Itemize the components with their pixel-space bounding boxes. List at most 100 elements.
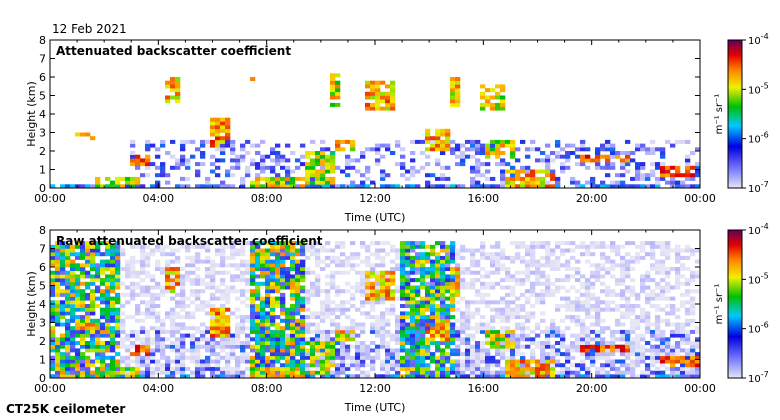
heatmap-cell	[630, 151, 636, 155]
y-tick-label: 0	[39, 182, 46, 195]
heatmap-cell	[200, 154, 206, 159]
heatmap-cell	[205, 348, 211, 353]
heatmap-cell	[195, 370, 201, 375]
heatmap-cell	[480, 91, 486, 96]
heatmap-cell	[540, 374, 546, 379]
heatmap-cell	[435, 132, 441, 137]
heatmap-cell	[215, 355, 221, 360]
heatmap-cell	[490, 344, 496, 349]
heatmap-cell	[350, 267, 356, 271]
heatmap-cell	[550, 292, 556, 297]
heatmap-cell	[165, 99, 171, 104]
heatmap-cell	[250, 304, 256, 308]
heatmap-cell	[675, 322, 681, 327]
heatmap-cell	[315, 363, 321, 368]
heatmap-cell	[400, 270, 406, 275]
heatmap-cell	[535, 326, 541, 331]
heatmap-cell	[260, 263, 266, 268]
heatmap-cell	[270, 259, 276, 264]
heatmap-cell	[600, 244, 606, 249]
heatmap-cell	[120, 366, 126, 371]
heatmap-cell	[145, 158, 151, 163]
heatmap-cell	[320, 169, 326, 174]
heatmap-cell	[555, 285, 561, 290]
heatmap-cell	[360, 374, 366, 379]
heatmap-cell	[60, 259, 66, 264]
heatmap-cell	[170, 77, 176, 81]
heatmap-cell	[245, 281, 251, 286]
heatmap-cell	[175, 363, 181, 368]
heatmap-cell	[190, 348, 196, 353]
heatmap-cell	[520, 278, 526, 283]
heatmap-cell	[290, 259, 296, 264]
heatmap-cell	[440, 165, 446, 170]
heatmap-cell	[450, 352, 456, 357]
heatmap-cell	[395, 267, 401, 271]
heatmap-cell	[555, 374, 561, 379]
heatmap-cell	[155, 326, 161, 331]
heatmap-cell	[295, 267, 301, 271]
heatmap-cell	[195, 344, 201, 349]
heatmap-cell	[630, 307, 636, 312]
heatmap-cell	[220, 180, 226, 185]
heatmap-cell	[220, 322, 226, 327]
heatmap-cell	[450, 274, 456, 279]
heatmap-cell	[445, 307, 451, 312]
heatmap-cell	[210, 162, 216, 167]
heatmap-cell	[650, 304, 656, 308]
heatmap-cell	[300, 162, 306, 167]
heatmap-cell	[340, 366, 346, 371]
heatmap-cell	[410, 363, 416, 368]
heatmap-cell	[295, 318, 301, 323]
heatmap-cell	[180, 348, 186, 353]
heatmap-cell	[265, 241, 271, 246]
heatmap-cell	[150, 285, 156, 290]
heatmap-cell	[185, 176, 191, 181]
heatmap-cell	[495, 151, 501, 155]
heatmap-cell	[485, 333, 491, 338]
heatmap-cell	[470, 176, 476, 181]
heatmap-cell	[100, 374, 106, 379]
heatmap-cell	[475, 180, 481, 185]
heatmap-cell	[350, 180, 356, 185]
heatmap-cell	[410, 348, 416, 353]
heatmap-cell	[80, 322, 86, 327]
heatmap-cell	[445, 139, 451, 144]
heatmap-cell	[305, 322, 311, 327]
heatmap-cell	[250, 344, 256, 349]
heatmap-cell	[280, 348, 286, 353]
heatmap-cell	[195, 147, 201, 152]
heatmap-cell	[380, 337, 386, 342]
heatmap-cell	[335, 370, 341, 375]
heatmap-cell	[330, 281, 336, 286]
heatmap-cell	[250, 315, 256, 320]
heatmap-cell	[595, 348, 601, 353]
heatmap-cell	[550, 322, 556, 327]
heatmap-cell	[145, 307, 151, 312]
heatmap-cell	[635, 363, 641, 368]
heatmap-cell	[175, 329, 181, 334]
heatmap-cell	[240, 326, 246, 331]
y-tick-label: 2	[39, 335, 46, 348]
heatmap-cell	[475, 341, 481, 345]
heatmap-cell	[185, 315, 191, 320]
heatmap-cell	[210, 285, 216, 290]
heatmap-cell	[170, 318, 176, 323]
heatmap-cell	[540, 370, 546, 375]
heatmap-cell	[620, 348, 626, 353]
heatmap-cell	[455, 292, 461, 297]
heatmap-cell	[280, 263, 286, 268]
heatmap-cell	[155, 244, 161, 249]
heatmap-cell	[420, 355, 426, 360]
heatmap-cell	[420, 267, 426, 271]
heatmap-cell	[480, 315, 486, 320]
heatmap-cell	[305, 244, 311, 249]
heatmap-cell	[160, 366, 166, 371]
heatmap-cell	[270, 147, 276, 152]
heatmap-cell	[370, 296, 376, 301]
heatmap-cell	[595, 274, 601, 279]
heatmap-cell	[245, 296, 251, 301]
heatmap-cell	[240, 147, 246, 152]
heatmap-cell	[505, 267, 511, 271]
heatmap-cell	[220, 128, 226, 133]
